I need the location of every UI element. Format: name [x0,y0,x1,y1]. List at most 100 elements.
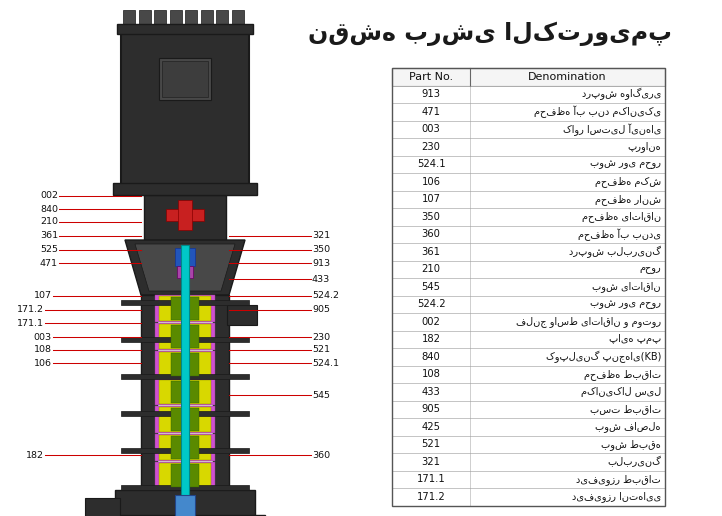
Text: 106: 106 [34,359,52,367]
Bar [141,295,157,490]
Text: 905: 905 [422,404,440,414]
Bar [144,195,226,240]
Bar [392,453,665,471]
Text: 210: 210 [40,218,58,227]
Bar [185,10,197,32]
Bar [392,121,665,138]
Bar [162,61,208,97]
Bar [392,243,665,261]
Bar [392,436,665,453]
Bar [392,208,665,225]
Bar [121,30,249,195]
Text: بوش طبقه: بوش طبقه [601,439,661,450]
Bar [392,365,665,383]
Text: 525: 525 [40,246,58,254]
Text: 433: 433 [422,387,440,397]
Text: کوپلینگ پنجهای(KB): کوپلینگ پنجهای(KB) [546,350,661,363]
Bar [121,337,249,342]
Bar [159,463,211,488]
Bar [392,400,665,418]
Bar [392,278,665,296]
Bar [177,266,193,278]
Text: 545: 545 [422,282,440,292]
Bar [392,296,665,313]
Bar [159,352,211,377]
Bar [159,296,211,321]
Text: 425: 425 [422,422,440,432]
Bar [392,86,665,103]
Text: بست طبقات: بست طبقات [590,404,661,414]
Text: 108: 108 [34,346,52,354]
Bar [178,200,192,230]
Bar [232,10,243,32]
Text: 471: 471 [422,107,440,117]
Text: بلبرینگ: بلبرینگ [607,456,661,467]
Bar [171,409,199,431]
Bar [392,471,665,488]
Text: 361: 361 [40,232,58,240]
Bar [121,300,249,305]
Bar [115,490,255,516]
Bar [121,485,249,490]
Bar [123,10,135,32]
Text: 002: 002 [40,191,58,201]
Text: 361: 361 [422,247,440,257]
Bar [392,190,665,208]
Bar [392,155,665,173]
Text: 321: 321 [312,232,330,240]
Bar [175,495,195,516]
Bar [392,225,665,243]
Bar [155,407,215,433]
Bar [155,323,215,350]
Text: 171.1: 171.1 [417,474,445,484]
Text: 171.1: 171.1 [17,318,44,328]
Text: نقشه برشی الکترویمپ: نقشه برشی الکترویمپ [308,22,672,46]
Text: 182: 182 [26,450,44,460]
Text: محور: محور [639,264,661,274]
Text: 107: 107 [422,194,440,204]
Text: 230: 230 [422,142,440,152]
Bar [105,515,265,516]
Bar [121,448,249,453]
Text: بوش فاصله: بوش فاصله [596,421,661,432]
Bar [121,411,249,416]
Bar [121,374,249,379]
Polygon shape [135,244,235,291]
Bar [154,10,166,32]
Text: بوش روی محور: بوش روی محور [590,299,661,309]
Text: دیفیوزر طبقات: دیفیوزر طبقات [576,474,661,485]
Text: کاور استیل آینهای: کاور استیل آینهای [562,123,661,136]
Text: 913: 913 [422,89,440,99]
Bar [155,379,215,406]
Bar [216,10,228,32]
Text: درپوش هواگیری: درپوش هواگیری [582,88,661,101]
Bar [159,324,211,349]
Text: بوش روی محور: بوش روی محور [590,159,661,169]
Text: محفظه طبقات: محفظه طبقات [584,369,661,380]
Bar [159,408,211,432]
Text: 521: 521 [312,346,330,354]
Text: 360: 360 [422,229,440,239]
Text: 171.2: 171.2 [417,492,445,502]
Text: مکانیکال سیل: مکانیکال سیل [580,387,661,397]
Text: 360: 360 [312,450,330,460]
Bar [392,418,665,436]
Bar [159,380,211,405]
Text: پروانه: پروانه [627,141,661,152]
Bar [171,381,199,404]
Text: 524.2: 524.2 [417,299,445,309]
Bar [166,209,204,221]
Bar [113,183,257,195]
Text: دیفیوزر انتهایی: دیفیوزر انتهایی [572,491,661,502]
Text: 003: 003 [422,124,440,134]
Text: 350: 350 [312,246,330,254]
Bar [155,351,215,378]
Bar [392,68,665,86]
Text: 905: 905 [312,305,330,314]
Bar [392,383,665,400]
Bar [171,464,199,487]
Text: 545: 545 [312,391,330,399]
Bar [392,173,665,190]
Text: 433: 433 [312,275,330,283]
Text: 350: 350 [422,212,440,222]
